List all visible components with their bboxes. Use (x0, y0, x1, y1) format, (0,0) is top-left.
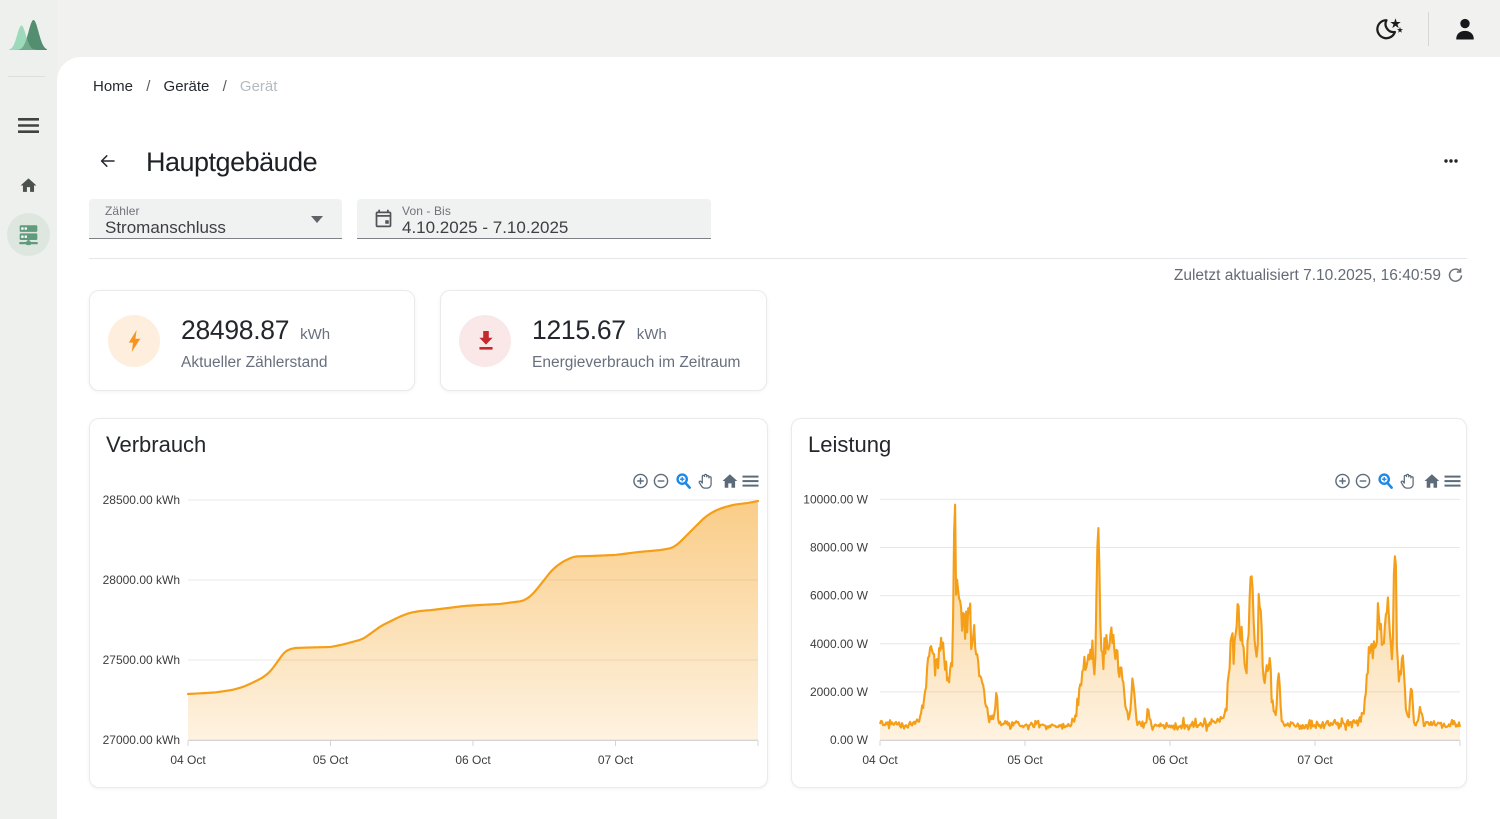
svg-text:04 Oct: 04 Oct (862, 753, 898, 767)
svg-text:2000.00 W: 2000.00 W (810, 685, 869, 699)
svg-text:05 Oct: 05 Oct (313, 753, 349, 767)
svg-text:27500.00 kWh: 27500.00 kWh (103, 653, 180, 667)
svg-text:4000.00 W: 4000.00 W (810, 637, 869, 651)
svg-text:6000.00 W: 6000.00 W (810, 589, 869, 603)
svg-text:07 Oct: 07 Oct (1297, 753, 1333, 767)
svg-text:0.00 W: 0.00 W (830, 733, 869, 747)
svg-text:28500.00 kWh: 28500.00 kWh (103, 493, 180, 507)
svg-text:27000.00 kWh: 27000.00 kWh (103, 733, 180, 747)
svg-text:04 Oct: 04 Oct (170, 753, 206, 767)
svg-text:05 Oct: 05 Oct (1007, 753, 1043, 767)
svg-text:10000.00 W: 10000.00 W (803, 492, 868, 506)
svg-text:8000.00 W: 8000.00 W (810, 541, 869, 555)
svg-text:06 Oct: 06 Oct (455, 753, 491, 767)
svg-text:28000.00 kWh: 28000.00 kWh (103, 573, 180, 587)
svg-text:07 Oct: 07 Oct (598, 753, 634, 767)
svg-text:06 Oct: 06 Oct (1152, 753, 1188, 767)
